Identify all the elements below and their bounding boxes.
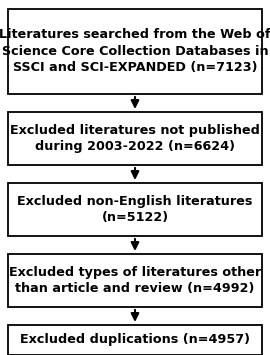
Text: Excluded non-English literatures
(n=5122): Excluded non-English literatures (n=5122… (17, 195, 253, 224)
FancyBboxPatch shape (8, 9, 262, 94)
Text: Excluded literatures not published
during 2003-2022 (n=6624): Excluded literatures not published durin… (10, 124, 260, 153)
Text: Literatures searched from the Web of
Science Core Collection Databases in
SSCI a: Literatures searched from the Web of Sci… (0, 28, 270, 75)
FancyBboxPatch shape (8, 254, 262, 307)
FancyBboxPatch shape (8, 325, 262, 355)
FancyBboxPatch shape (8, 183, 262, 236)
Text: Excluded types of literatures other
than article and review (n=4992): Excluded types of literatures other than… (9, 266, 261, 295)
Text: Excluded duplications (n=4957): Excluded duplications (n=4957) (20, 333, 250, 346)
FancyBboxPatch shape (8, 112, 262, 165)
